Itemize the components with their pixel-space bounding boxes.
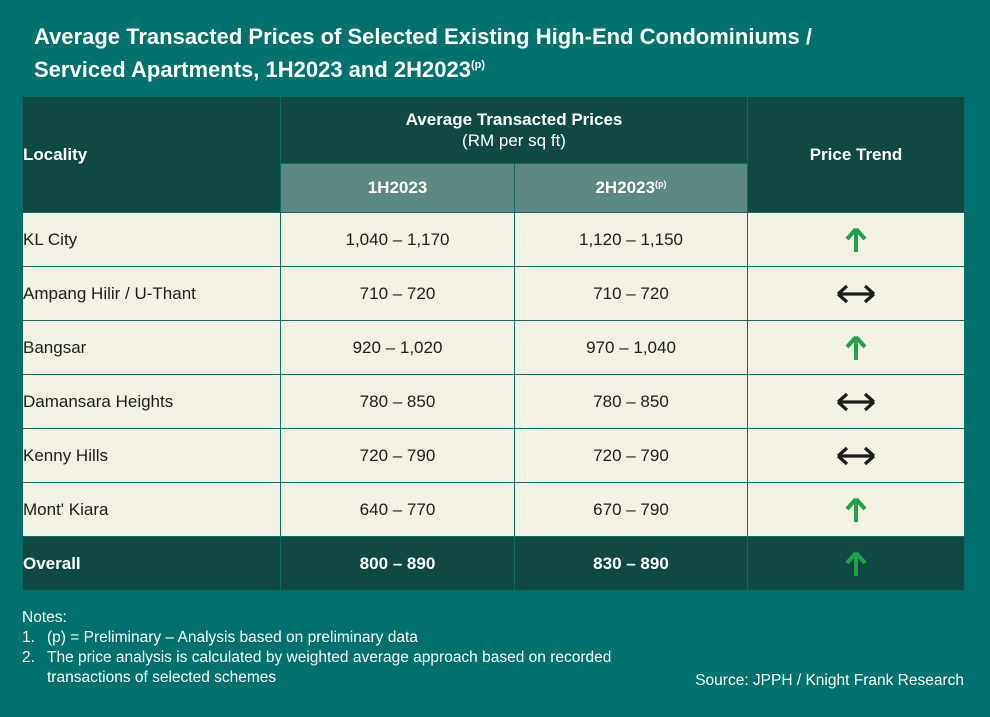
header-2h2023-marker: (p) xyxy=(655,179,667,189)
overall-row: Overall 800 – 890 830 – 890 xyxy=(22,536,965,591)
header-2h2023: 2H2023(p) xyxy=(514,163,748,213)
note-number: 1. xyxy=(22,629,35,646)
table-row: Ampang Hilir / U-Thant 710 – 720 710 – 720 xyxy=(22,266,965,321)
locality-cell: Kenny Hills xyxy=(22,428,281,483)
locality-cell: Overall xyxy=(22,536,281,591)
price-1h2023-cell: 800 – 890 xyxy=(280,536,515,591)
note-item: 1. (p) = Preliminary – Analysis based on… xyxy=(22,628,622,648)
price-2h2023-cell: 710 – 720 xyxy=(514,266,748,321)
table-row: KL City 1,040 – 1,170 1,120 – 1,150 xyxy=(22,212,965,267)
price-1h2023-cell: 1,040 – 1,170 xyxy=(280,212,515,267)
price-trend-cell xyxy=(747,536,965,591)
price-2h2023-cell: 970 – 1,040 xyxy=(514,320,748,375)
price-2h2023-cell: 1,120 – 1,150 xyxy=(514,212,748,267)
header-average-prices-title: Average Transacted Prices xyxy=(405,110,623,129)
price-trend-cell xyxy=(747,212,965,267)
price-trend-cell xyxy=(747,320,965,375)
price-table: Locality Average Transacted Prices (RM p… xyxy=(22,96,965,591)
note-text: (p) = Preliminary – Analysis based on pr… xyxy=(47,629,418,646)
price-1h2023-cell: 640 – 770 xyxy=(280,482,515,537)
price-2h2023-cell: 830 – 890 xyxy=(514,536,748,591)
price-trend-cell xyxy=(747,266,965,321)
locality-cell: Mont' Kiara xyxy=(22,482,281,537)
arrow-up-icon xyxy=(845,551,867,576)
locality-cell: Bangsar xyxy=(22,320,281,375)
price-1h2023-cell: 720 – 790 xyxy=(280,428,515,483)
price-trend-cell xyxy=(747,482,965,537)
table-row: Mont' Kiara 640 – 770 670 – 790 xyxy=(22,482,965,537)
title-line-2: Serviced Apartments, 1H2023 and 2H2023(p… xyxy=(34,51,954,84)
price-1h2023-cell: 920 – 1,020 xyxy=(280,320,515,375)
notes: Notes: 1. (p) = Preliminary – Analysis b… xyxy=(22,608,622,688)
header-locality: Locality xyxy=(22,96,281,213)
table-row: Bangsar 920 – 1,020 970 – 1,040 xyxy=(22,320,965,375)
table-body: KL City 1,040 – 1,170 1,120 – 1,150 Ampang … xyxy=(22,212,965,591)
arrow-up-icon xyxy=(845,227,867,252)
locality-cell: Ampang Hilir / U-Thant xyxy=(22,266,281,321)
header-unit: (RM per sq ft) xyxy=(462,131,566,150)
table-row: Kenny Hills 720 – 790 720 – 790 xyxy=(22,428,965,483)
title-line-2-text: Serviced Apartments, 1H2023 and 2H2023 xyxy=(34,57,471,82)
locality-cell: KL City xyxy=(22,212,281,267)
table-row: Damansara Heights 780 – 850 780 – 850 xyxy=(22,374,965,429)
price-2h2023-cell: 720 – 790 xyxy=(514,428,748,483)
arrow-up-icon xyxy=(845,497,867,522)
notes-heading: Notes: xyxy=(22,609,67,626)
header-1h2023: 1H2023 xyxy=(280,163,515,213)
price-1h2023-cell: 710 – 720 xyxy=(280,266,515,321)
title-preliminary-marker: (p) xyxy=(470,59,486,71)
header-price-trend: Price Trend xyxy=(747,96,965,213)
price-2h2023-cell: 780 – 850 xyxy=(514,374,748,429)
price-1h2023-cell: 780 – 850 xyxy=(280,374,515,429)
arrow-left-right-icon xyxy=(836,392,876,411)
chart-title: Average Transacted Prices of Selected Ex… xyxy=(34,22,954,84)
header-average-prices: Average Transacted Prices (RM per sq ft) xyxy=(280,96,748,164)
note-number: 2. xyxy=(22,649,35,666)
arrow-left-right-icon xyxy=(836,446,876,465)
price-2h2023-cell: 670 – 790 xyxy=(514,482,748,537)
locality-cell: Damansara Heights xyxy=(22,374,281,429)
source-credit: Source: JPPH / Knight Frank Research xyxy=(695,672,964,689)
price-trend-cell xyxy=(747,428,965,483)
arrow-up-icon xyxy=(845,335,867,360)
note-text: The price analysis is calculated by weig… xyxy=(47,649,612,686)
arrow-left-right-icon xyxy=(836,284,876,303)
price-trend-cell xyxy=(747,374,965,429)
note-item: 2. The price analysis is calculated by w… xyxy=(22,648,622,688)
header-2h2023-text: 2H2023 xyxy=(595,178,656,197)
title-line-1: Average Transacted Prices of Selected Ex… xyxy=(34,24,812,49)
